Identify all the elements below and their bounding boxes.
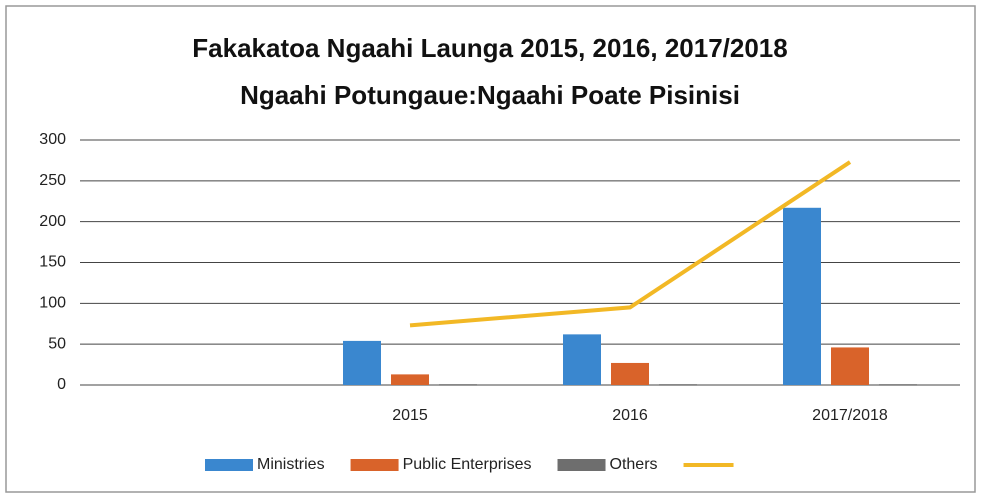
bar — [611, 362, 649, 385]
bar — [343, 340, 381, 385]
x-tick-label: 2015 — [392, 407, 428, 424]
bar — [439, 384, 477, 386]
chart-title: Fakakatoa Ngaahi Launga 2015, 2016, 2017… — [192, 33, 787, 63]
legend-label: Others — [610, 456, 658, 473]
x-tick-label: 2016 — [612, 407, 648, 424]
bar — [563, 334, 601, 385]
y-tick-label: 100 — [39, 295, 66, 312]
chart-subtitle: Ngaahi Potungaue:Ngaahi Poate Pisinisi — [240, 80, 740, 110]
legend-label: Ministries — [257, 456, 325, 473]
legend-swatch — [557, 459, 606, 471]
line-series — [409, 160, 852, 328]
bar — [783, 207, 821, 385]
x-tick-label: 2017/2018 — [812, 407, 888, 424]
bar — [659, 384, 697, 386]
y-tick-label: 50 — [48, 335, 66, 352]
legend-label: Public Enterprises — [403, 456, 532, 473]
y-tick-label: 150 — [39, 254, 66, 271]
legend-swatch — [205, 459, 253, 471]
y-tick-label: 200 — [39, 213, 66, 230]
y-tick-label: 300 — [39, 131, 66, 148]
bar — [391, 374, 429, 385]
bar — [879, 384, 917, 386]
bar — [831, 347, 869, 385]
legend-swatch — [350, 459, 399, 471]
y-tick-label: 0 — [57, 376, 66, 393]
y-tick-label: 250 — [39, 172, 66, 189]
